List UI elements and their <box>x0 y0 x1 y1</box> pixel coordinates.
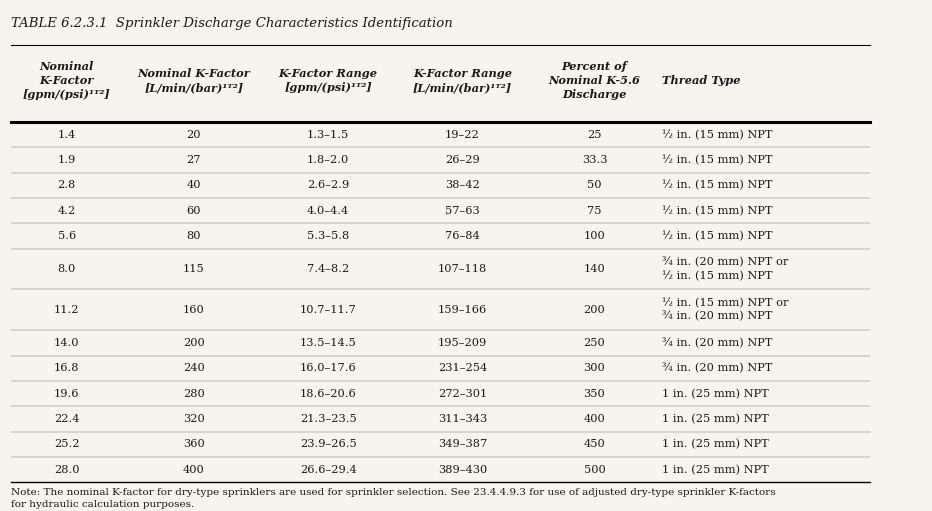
Text: ½ in. (15 mm) NPT: ½ in. (15 mm) NPT <box>662 180 772 191</box>
Text: 300: 300 <box>583 363 605 373</box>
Text: 19.6: 19.6 <box>54 388 79 399</box>
Text: 450: 450 <box>583 439 605 449</box>
Text: ½ in. (15 mm) NPT: ½ in. (15 mm) NPT <box>662 230 772 241</box>
Text: 7.4–8.2: 7.4–8.2 <box>307 264 350 274</box>
Text: 5.3–5.8: 5.3–5.8 <box>307 231 350 241</box>
Text: 57–63: 57–63 <box>445 205 480 216</box>
Text: 5.6: 5.6 <box>58 231 75 241</box>
Text: 500: 500 <box>583 464 605 475</box>
Text: Note: The nominal K-factor for dry-type sprinklers are used for sprinkler select: Note: The nominal K-factor for dry-type … <box>10 489 775 509</box>
Text: 26–29: 26–29 <box>445 155 480 165</box>
Text: 1 in. (25 mm) NPT: 1 in. (25 mm) NPT <box>662 414 768 424</box>
Text: 25.2: 25.2 <box>54 439 79 449</box>
Text: 40: 40 <box>186 180 201 190</box>
Text: 14.0: 14.0 <box>54 338 79 348</box>
Text: 75: 75 <box>587 205 602 216</box>
Text: 1.9: 1.9 <box>58 155 75 165</box>
Text: ½ in. (15 mm) NPT: ½ in. (15 mm) NPT <box>662 155 772 165</box>
Text: ¾ in. (20 mm) NPT: ¾ in. (20 mm) NPT <box>662 363 772 374</box>
Text: 8.0: 8.0 <box>58 264 75 274</box>
Text: 80: 80 <box>186 231 201 241</box>
Text: 350: 350 <box>583 388 605 399</box>
Text: 21.3–23.5: 21.3–23.5 <box>300 414 357 424</box>
Text: 107–118: 107–118 <box>438 264 487 274</box>
Text: Nominal
K-Factor
[gpm/(psi)¹ᵀ²]: Nominal K-Factor [gpm/(psi)¹ᵀ²] <box>23 61 111 101</box>
Text: 400: 400 <box>583 414 605 424</box>
Text: 159–166: 159–166 <box>438 305 487 315</box>
Text: TABLE 6.2.3.1  Sprinkler Discharge Characteristics Identification: TABLE 6.2.3.1 Sprinkler Discharge Charac… <box>10 17 452 31</box>
Text: 280: 280 <box>183 388 205 399</box>
Text: 26.6–29.4: 26.6–29.4 <box>300 464 357 475</box>
Text: 18.6–20.6: 18.6–20.6 <box>300 388 357 399</box>
Text: 25: 25 <box>587 129 602 140</box>
Text: Percent of
Nominal K-5.6
Discharge: Percent of Nominal K-5.6 Discharge <box>548 61 640 101</box>
Text: 1 in. (25 mm) NPT: 1 in. (25 mm) NPT <box>662 388 768 399</box>
Text: 1.4: 1.4 <box>58 129 75 140</box>
Text: 28.0: 28.0 <box>54 464 79 475</box>
Text: 16.8: 16.8 <box>54 363 79 373</box>
Text: 1.3–1.5: 1.3–1.5 <box>307 129 350 140</box>
Text: 1.8–2.0: 1.8–2.0 <box>307 155 350 165</box>
Text: 240: 240 <box>183 363 205 373</box>
Text: 250: 250 <box>583 338 605 348</box>
Text: K-Factor Range
[L/min/(bar)¹ᵀ²]: K-Factor Range [L/min/(bar)¹ᵀ²] <box>413 68 512 94</box>
Text: 195–209: 195–209 <box>438 338 487 348</box>
Text: 33.3: 33.3 <box>582 155 607 165</box>
Text: 1 in. (25 mm) NPT: 1 in. (25 mm) NPT <box>662 439 768 450</box>
Text: 16.0–17.6: 16.0–17.6 <box>300 363 357 373</box>
Text: 27: 27 <box>186 155 201 165</box>
Text: 200: 200 <box>183 338 205 348</box>
Text: 13.5–14.5: 13.5–14.5 <box>300 338 357 348</box>
Text: 60: 60 <box>186 205 201 216</box>
Text: 22.4: 22.4 <box>54 414 79 424</box>
Text: 4.0–4.4: 4.0–4.4 <box>307 205 350 216</box>
Text: 2.8: 2.8 <box>58 180 75 190</box>
Text: 140: 140 <box>583 264 605 274</box>
Text: 272–301: 272–301 <box>438 388 487 399</box>
Text: ½ in. (15 mm) NPT: ½ in. (15 mm) NPT <box>662 129 772 140</box>
Text: 320: 320 <box>183 414 205 424</box>
Text: 200: 200 <box>583 305 605 315</box>
Text: K-Factor Range
[gpm/(psi)¹ᵀ²]: K-Factor Range [gpm/(psi)¹ᵀ²] <box>279 68 377 94</box>
Text: 20: 20 <box>186 129 201 140</box>
Text: 4.2: 4.2 <box>58 205 75 216</box>
Text: 11.2: 11.2 <box>54 305 79 315</box>
Text: 389–430: 389–430 <box>438 464 487 475</box>
Text: 76–84: 76–84 <box>445 231 480 241</box>
Text: ¾ in. (20 mm) NPT or
½ in. (15 mm) NPT: ¾ in. (20 mm) NPT or ½ in. (15 mm) NPT <box>662 257 788 281</box>
Text: 231–254: 231–254 <box>438 363 487 373</box>
Text: 400: 400 <box>183 464 205 475</box>
Text: ¾ in. (20 mm) NPT: ¾ in. (20 mm) NPT <box>662 338 772 348</box>
Text: 19–22: 19–22 <box>445 129 480 140</box>
Text: ½ in. (15 mm) NPT or
¾ in. (20 mm) NPT: ½ in. (15 mm) NPT or ¾ in. (20 mm) NPT <box>662 298 788 321</box>
Text: 2.6–2.9: 2.6–2.9 <box>307 180 350 190</box>
Text: Thread Type: Thread Type <box>662 75 740 86</box>
Text: 1 in. (25 mm) NPT: 1 in. (25 mm) NPT <box>662 464 768 475</box>
Text: 38–42: 38–42 <box>445 180 480 190</box>
Text: 311–343: 311–343 <box>438 414 487 424</box>
Text: 160: 160 <box>183 305 205 315</box>
Text: 10.7–11.7: 10.7–11.7 <box>300 305 357 315</box>
Text: 100: 100 <box>583 231 605 241</box>
Text: 23.9–26.5: 23.9–26.5 <box>300 439 357 449</box>
Text: 360: 360 <box>183 439 205 449</box>
Text: Nominal K-Factor
[L/min/(bar)¹ᵀ²]: Nominal K-Factor [L/min/(bar)¹ᵀ²] <box>137 68 250 94</box>
Text: 50: 50 <box>587 180 602 190</box>
Text: ½ in. (15 mm) NPT: ½ in. (15 mm) NPT <box>662 205 772 216</box>
Text: 115: 115 <box>183 264 205 274</box>
Text: 349–387: 349–387 <box>438 439 487 449</box>
